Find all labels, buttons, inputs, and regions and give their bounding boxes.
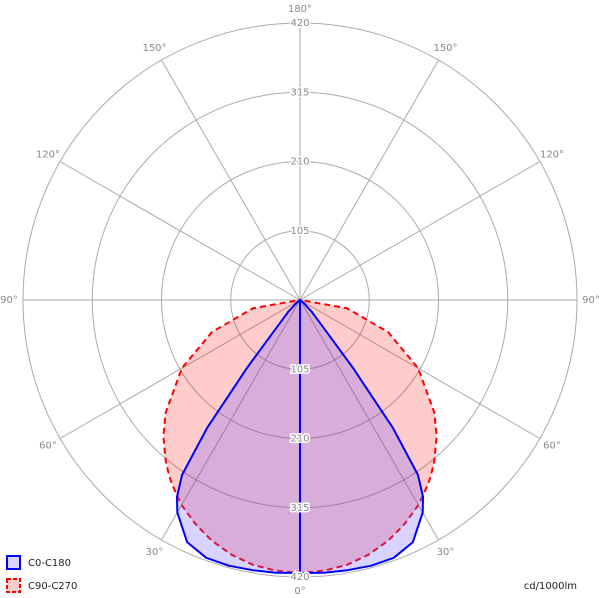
unit-label: cd/1000lm bbox=[524, 581, 577, 592]
angle-label: 60° bbox=[543, 441, 561, 452]
intensity-curve bbox=[299, 299, 424, 574]
spoke bbox=[299, 59, 439, 301]
intensity-curve bbox=[299, 299, 438, 574]
angle-label: 60° bbox=[39, 441, 57, 452]
spoke bbox=[59, 161, 301, 301]
r-tick-label: 210 bbox=[290, 434, 309, 445]
r-tick-label: 210 bbox=[290, 157, 309, 168]
r-tick-label: 420 bbox=[290, 572, 309, 583]
spoke bbox=[299, 299, 439, 541]
angle-label: 120° bbox=[36, 150, 60, 161]
angle-label: 90° bbox=[582, 295, 600, 306]
legend-label: C0-C180 bbox=[28, 558, 71, 569]
angle-label: 30° bbox=[146, 547, 164, 558]
angle-label: 0° bbox=[294, 586, 305, 597]
intensity-curve bbox=[176, 299, 301, 574]
legend-key bbox=[6, 578, 21, 593]
angle-label: 30° bbox=[437, 547, 455, 558]
r-tick-label: 315 bbox=[290, 87, 309, 98]
intensity-curve bbox=[162, 299, 301, 574]
r-tick-label: 315 bbox=[290, 503, 309, 514]
spoke bbox=[161, 59, 301, 301]
spoke bbox=[59, 299, 301, 439]
angle-label: 180° bbox=[288, 4, 312, 15]
r-tick-label: 420 bbox=[290, 18, 309, 29]
r-tick-label: 105 bbox=[290, 364, 309, 375]
legend-key bbox=[6, 555, 21, 570]
spoke bbox=[161, 299, 301, 541]
angle-label: 90° bbox=[0, 295, 18, 306]
legend-label: C90-C270 bbox=[28, 581, 77, 592]
angle-label: 150° bbox=[142, 43, 166, 54]
spoke bbox=[299, 161, 541, 301]
r-tick-label: 105 bbox=[290, 226, 309, 237]
spoke bbox=[299, 299, 541, 439]
angle-label: 150° bbox=[433, 43, 457, 54]
angle-label: 120° bbox=[540, 150, 564, 161]
